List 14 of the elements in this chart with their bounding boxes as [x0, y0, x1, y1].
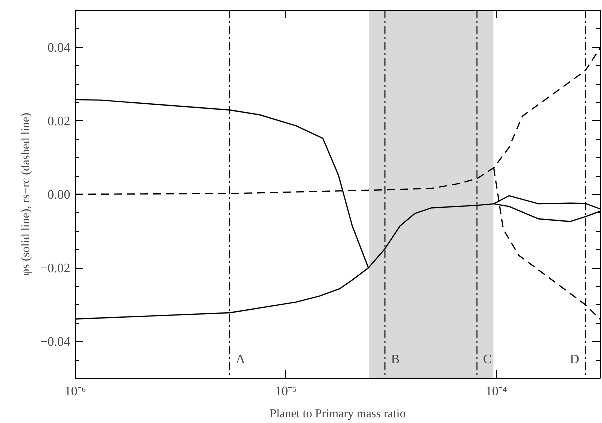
y-tick-label: 0.00 — [48, 187, 70, 202]
x-tick-label: 10⁻⁴ — [486, 384, 508, 398]
y-tick-label: 0.02 — [48, 113, 70, 128]
ref-line-label: B — [391, 352, 400, 366]
y-tick-label: −0.04 — [40, 334, 71, 350]
y-tick-label: −0.02 — [40, 260, 71, 276]
x-tick-label: 10⁻⁶ — [64, 384, 86, 398]
ref-line-label: A — [236, 352, 246, 366]
y-tick-label: 0.04 — [48, 40, 71, 55]
x-axis-title: Planet to Primary mass ratio — [270, 406, 406, 420]
y-axis-title: φs (solid line), rs−rc (dashed line) — [18, 113, 32, 276]
ref-line-label: D — [570, 352, 580, 366]
x-tick-label: 10⁻⁵ — [275, 384, 297, 398]
ref-line-label: C — [483, 352, 492, 366]
